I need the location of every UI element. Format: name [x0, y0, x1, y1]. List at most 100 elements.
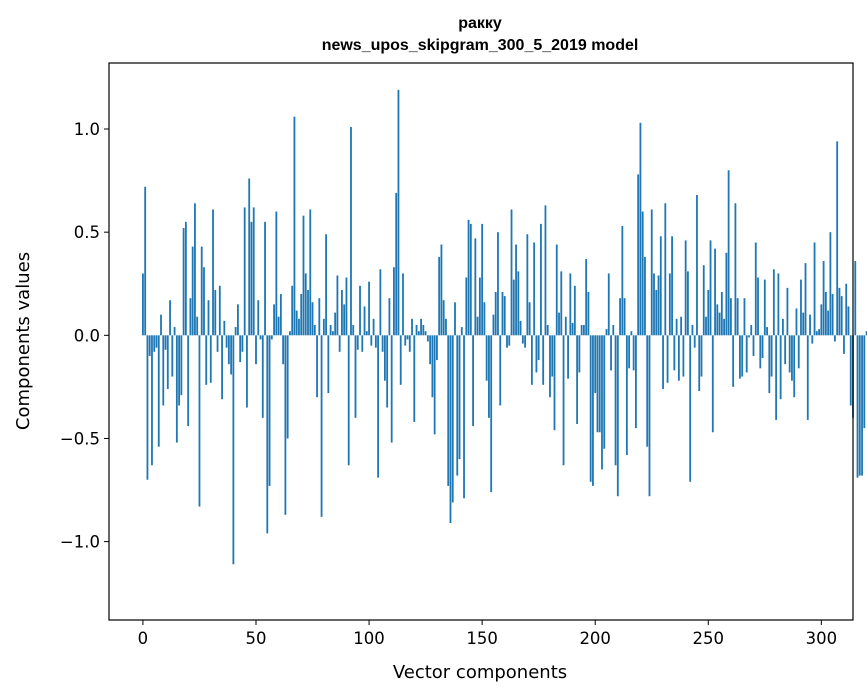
bar — [759, 335, 762, 369]
bar — [368, 281, 370, 336]
bar — [146, 335, 149, 480]
bar — [786, 287, 789, 336]
bar — [567, 335, 569, 379]
bar — [327, 335, 330, 394]
bar — [406, 335, 409, 340]
bar — [578, 335, 581, 373]
bar — [300, 294, 303, 336]
bar — [497, 232, 499, 336]
bar — [485, 335, 488, 381]
bar — [558, 312, 560, 336]
bar — [861, 335, 863, 476]
bar — [442, 300, 445, 336]
bar — [478, 277, 481, 336]
bar — [840, 296, 843, 336]
bar — [402, 273, 404, 336]
bar — [216, 335, 219, 352]
bar — [379, 269, 382, 336]
bar — [440, 244, 443, 336]
bar — [521, 335, 524, 344]
bar — [476, 316, 479, 336]
bar — [404, 335, 407, 346]
bar — [829, 232, 832, 336]
bar — [607, 273, 610, 336]
bar — [569, 273, 572, 336]
bar — [227, 335, 230, 365]
bar — [510, 209, 513, 336]
bar — [802, 312, 805, 336]
bar — [729, 298, 732, 336]
bar — [560, 271, 563, 336]
bar — [347, 335, 350, 466]
bar — [175, 335, 178, 443]
bar — [383, 335, 386, 381]
bar — [320, 335, 323, 517]
bar — [142, 273, 144, 336]
bar — [356, 335, 359, 350]
bar — [232, 335, 235, 565]
bar — [230, 335, 233, 375]
bar — [619, 298, 621, 336]
bar — [675, 318, 678, 336]
bar — [594, 335, 597, 394]
bar — [164, 335, 167, 350]
bar — [849, 335, 852, 406]
bar — [307, 289, 309, 336]
bar — [549, 335, 551, 398]
bar — [214, 289, 217, 336]
bar — [854, 261, 857, 336]
bar — [836, 141, 839, 336]
bar — [644, 256, 646, 336]
bar — [585, 258, 588, 336]
bar — [601, 335, 603, 470]
y-tick-label: −0.5 — [60, 429, 100, 448]
bar — [580, 325, 583, 336]
bar — [856, 335, 859, 478]
bar — [745, 335, 748, 373]
bar — [291, 285, 294, 336]
bar — [680, 316, 683, 336]
bar — [488, 335, 490, 418]
bar — [668, 273, 671, 336]
bar — [221, 335, 223, 400]
bar — [635, 335, 637, 429]
bar — [153, 335, 156, 352]
bar — [739, 335, 741, 379]
bar — [564, 316, 567, 336]
bar — [596, 335, 599, 433]
bar — [641, 211, 644, 336]
bar — [524, 335, 526, 348]
y-tick-label: 0.0 — [74, 326, 100, 345]
bar — [329, 325, 332, 336]
bar — [700, 335, 703, 377]
bar — [555, 244, 558, 336]
bar — [169, 300, 171, 336]
bar — [743, 298, 746, 336]
bar — [625, 335, 628, 455]
bar — [662, 335, 664, 389]
bar — [338, 335, 341, 352]
bar — [494, 291, 497, 336]
bar — [535, 335, 538, 373]
bar — [467, 219, 470, 336]
bar — [395, 192, 398, 336]
bar — [429, 335, 432, 365]
bar — [571, 322, 574, 336]
bar — [148, 335, 151, 356]
bar — [800, 279, 802, 336]
bar — [397, 89, 400, 336]
bar — [646, 335, 649, 447]
bar — [155, 335, 158, 348]
bar — [718, 312, 721, 336]
chart-title-line-2: news_upos_skipgram_300_5_2019 model — [322, 37, 639, 54]
bar — [711, 335, 714, 433]
bar — [809, 314, 811, 336]
bar — [582, 325, 585, 336]
bar — [309, 209, 312, 336]
bar — [723, 318, 726, 336]
bar — [322, 318, 325, 336]
bar — [465, 277, 468, 336]
bar — [268, 335, 271, 486]
bar — [748, 335, 750, 338]
